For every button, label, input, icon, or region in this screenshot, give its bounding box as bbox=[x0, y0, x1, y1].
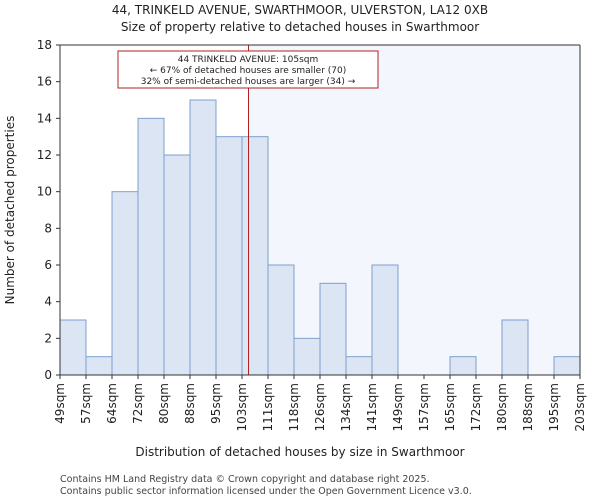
x-tick-label: 111sqm bbox=[261, 383, 275, 431]
bar-165sqm bbox=[449, 356, 477, 376]
x-tick-label: 134sqm bbox=[339, 383, 353, 431]
x-tick-label: 88sqm bbox=[183, 383, 197, 424]
bar-80sqm bbox=[163, 154, 191, 376]
annotation-box: 44 TRINKELD AVENUE: 105sqm ← 67% of deta… bbox=[117, 50, 379, 89]
x-tick-label: 195sqm bbox=[547, 383, 561, 431]
chart-subtitle: Size of property relative to detached ho… bbox=[121, 20, 479, 34]
bar-49sqm bbox=[59, 319, 87, 376]
y-tick-label: 10 bbox=[37, 185, 52, 199]
x-axis-label: Distribution of detached houses by size … bbox=[135, 445, 464, 459]
bar-111sqm bbox=[267, 264, 295, 376]
bar-126sqm bbox=[319, 282, 347, 376]
larger-region-highlight bbox=[248, 45, 580, 375]
x-tick-label: 80sqm bbox=[157, 383, 171, 424]
bar-64sqm bbox=[111, 191, 139, 376]
x-tick-label: 149sqm bbox=[391, 383, 405, 431]
annotation-line-2: ← 67% of detached houses are smaller (70… bbox=[150, 66, 347, 76]
x-tick-label: 172sqm bbox=[469, 383, 483, 431]
x-tick-label: 165sqm bbox=[443, 383, 457, 431]
x-tick-label: 49sqm bbox=[53, 383, 67, 424]
bars-group bbox=[59, 99, 581, 376]
y-tick-label: 2 bbox=[44, 331, 52, 345]
x-tick-label: 57sqm bbox=[79, 383, 93, 424]
annotation-line-3: 32% of semi-detached houses are larger (… bbox=[141, 77, 356, 87]
x-tick-label: 126sqm bbox=[313, 383, 327, 431]
x-tick-label: 180sqm bbox=[495, 383, 509, 431]
y-axis-ticks: 0 2 4 6 8 10 12 14 16 18 bbox=[37, 38, 60, 382]
y-tick-label: 8 bbox=[44, 221, 52, 235]
bar-103sqm bbox=[241, 136, 269, 376]
bar-134sqm bbox=[345, 356, 373, 376]
bar-195sqm bbox=[553, 356, 581, 376]
x-tick-label: 103sqm bbox=[235, 383, 249, 431]
footer-line-2: Contains public sector information licen… bbox=[60, 486, 472, 497]
bar-180sqm bbox=[501, 319, 529, 376]
y-tick-label: 18 bbox=[37, 38, 52, 52]
bar-57sqm bbox=[85, 356, 113, 376]
chart-title: 44, TRINKELD AVENUE, SWARTHMOOR, ULVERST… bbox=[112, 3, 488, 17]
bar-118sqm bbox=[293, 337, 321, 376]
bar-88sqm bbox=[189, 99, 217, 376]
x-axis-ticks: 49sqm 57sqm 64sqm 72sqm 80sqm 88sqm 95sqm 103sq… bbox=[53, 375, 587, 431]
x-tick-label: 72sqm bbox=[131, 383, 145, 424]
x-tick-label: 141sqm bbox=[365, 383, 379, 431]
y-tick-label: 12 bbox=[37, 148, 52, 162]
x-tick-label: 203sqm bbox=[573, 383, 587, 431]
y-tick-label: 16 bbox=[37, 75, 52, 89]
x-tick-label: 64sqm bbox=[105, 383, 119, 424]
annotation-line-1: 44 TRINKELD AVENUE: 105sqm bbox=[178, 55, 319, 65]
y-tick-label: 6 bbox=[44, 258, 52, 272]
bar-141sqm bbox=[371, 264, 399, 376]
bar-72sqm bbox=[137, 117, 165, 376]
y-tick-label: 0 bbox=[44, 368, 52, 382]
x-tick-label: 95sqm bbox=[209, 383, 223, 424]
x-tick-label: 118sqm bbox=[287, 383, 301, 431]
footer-line-1: Contains HM Land Registry data © Crown c… bbox=[60, 474, 430, 485]
x-tick-label: 157sqm bbox=[417, 383, 431, 431]
y-tick-label: 4 bbox=[44, 295, 52, 309]
y-tick-label: 14 bbox=[37, 111, 52, 125]
x-tick-label: 188sqm bbox=[521, 383, 535, 431]
y-axis-label: Number of detached properties bbox=[3, 116, 17, 305]
bar-95sqm bbox=[215, 136, 243, 376]
